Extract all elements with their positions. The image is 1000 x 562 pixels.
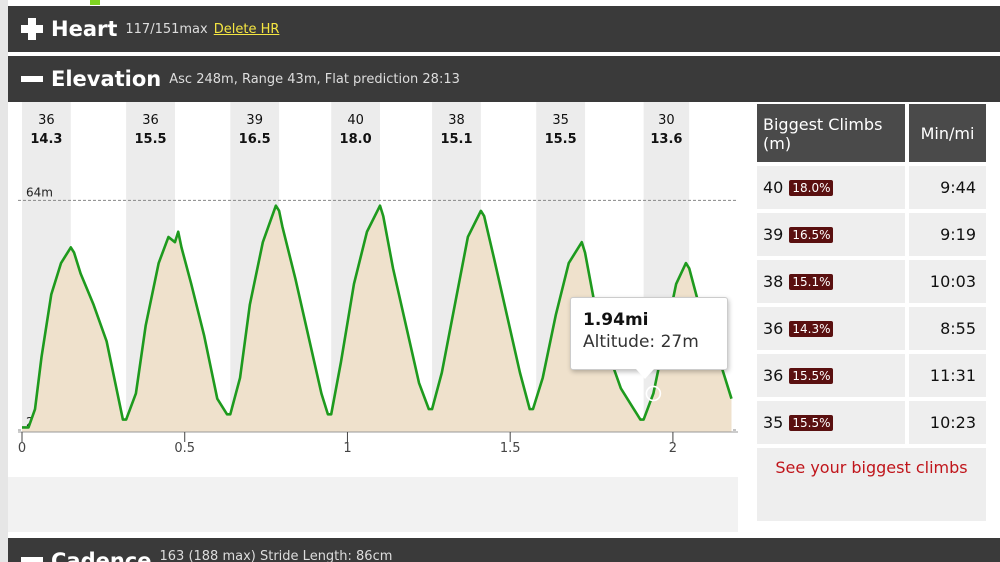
x-axis: 0 0.5 1 1.5 2 (18, 431, 738, 456)
delete-hr-link[interactable]: Delete HR (213, 21, 280, 37)
grade-badge: 16.5% (789, 226, 834, 243)
climb-pace: 9:44 (909, 166, 986, 209)
elevation-section-header[interactable]: Elevation Asc 248m, Range 43m, Flat pred… (8, 56, 1000, 102)
x-tick-label: 1.5 (500, 441, 521, 456)
climb-band-ascent: 36 (38, 113, 55, 128)
heart-summary: 117/151max (125, 21, 208, 37)
chart-tooltip: 1.94mi Altitude: 27m (570, 297, 728, 370)
table-row[interactable]: 35 15.5% 10:23 (757, 401, 986, 444)
table-row[interactable]: 39 16.5% 9:19 (757, 213, 986, 256)
climb-ascent-cell: 38 15.1% (757, 260, 905, 303)
climb-band-ascent: 40 (347, 113, 364, 128)
elevation-summary: Asc 248m, Range 43m, Flat prediction 28:… (169, 71, 460, 87)
heart-section-header[interactable]: Heart 117/151max Delete HR (8, 6, 1000, 52)
climb-pace: 8:55 (909, 307, 986, 350)
grade-badge: 18.0% (789, 179, 834, 196)
climb-band-grade: 15.1 (440, 132, 472, 147)
climb-ascent-cell: 36 14.3% (757, 307, 905, 350)
cadence-section-title: Cadence (51, 549, 152, 562)
climb-pace: 10:23 (909, 401, 986, 444)
grade-badge: 15.5% (789, 367, 834, 384)
climb-band-ascent: 35 (552, 113, 569, 128)
cadence-summary: 163 (188 max) Stride Length: 86cm (159, 549, 393, 562)
climb-ascent-cell: 36 15.5% (757, 354, 905, 397)
table-row[interactable]: 36 14.3% 8:55 (757, 307, 986, 350)
climb-band-ascent: 39 (246, 113, 263, 128)
reference-line-label: 64m (26, 185, 53, 199)
hover-point (645, 385, 662, 402)
elevation-fill (22, 205, 732, 432)
climb-band-grade: 15.5 (545, 132, 577, 147)
x-tick-label: 0.5 (174, 441, 195, 456)
climb-ascent: 36 (763, 366, 784, 385)
elevation-section-title: Elevation (51, 67, 162, 91)
accent-mark (90, 0, 100, 5)
header-min-per-mile[interactable]: Min/mi (909, 104, 986, 162)
climb-ascent: 36 (763, 319, 784, 338)
table-row[interactable]: 40 18.0% 9:44 (757, 166, 986, 209)
cadence-section-header[interactable]: Cadence 163 (188 max) Stride Length: 86c… (8, 538, 1000, 562)
climb-band-ascent: 38 (448, 113, 465, 128)
header-biggest-climbs[interactable]: Biggest Climbs (m) (757, 104, 905, 162)
climb-pace: 9:19 (909, 213, 986, 256)
grade-badge: 15.1% (789, 273, 834, 290)
tooltip-pointer (636, 369, 654, 379)
climb-ascent-cell: 35 15.5% (757, 401, 905, 444)
climb-band-grade: 18.0 (340, 132, 372, 147)
grade-badge: 15.5% (789, 414, 834, 431)
tooltip-distance: 1.94mi (583, 310, 649, 330)
heart-section-title: Heart (51, 17, 118, 41)
climb-band-grade: 15.5 (135, 132, 167, 147)
hover-marker (645, 385, 662, 402)
climb-ascent: 35 (763, 413, 784, 432)
climb-band-grade: 16.5 (239, 132, 271, 147)
table-row[interactable]: 38 15.1% 10:03 (757, 260, 986, 303)
grade-badge: 14.3% (789, 320, 834, 337)
climb-ascent: 39 (763, 225, 784, 244)
climbs-table-rows: 40 18.0% 9:44 39 16.5% 9:19 38 15.1% 10:03 36 14.3… (757, 166, 986, 444)
climb-pace: 10:03 (909, 260, 986, 303)
climb-band-ascent: 36 (142, 113, 159, 128)
x-tick-label: 2 (669, 441, 677, 456)
climb-band-grade: 13.6 (650, 132, 682, 147)
table-row[interactable]: 36 15.5% 11:31 (757, 354, 986, 397)
chart-footer-band (8, 477, 738, 532)
expand-plus-icon[interactable] (21, 18, 43, 40)
collapse-minus-icon[interactable] (21, 549, 43, 562)
climb-band-grade: 14.3 (30, 132, 62, 147)
x-tick-label: 1 (343, 441, 351, 456)
climb-ascent: 38 (763, 272, 784, 291)
see-biggest-climbs-link[interactable]: See your biggest climbs (757, 448, 986, 521)
collapse-minus-icon[interactable] (21, 68, 43, 90)
climb-pace: 11:31 (909, 354, 986, 397)
left-edge-strip (0, 0, 8, 562)
x-tick-label: 0 (18, 441, 26, 456)
climb-band-ascent: 30 (658, 113, 675, 128)
climb-ascent-cell: 39 16.5% (757, 213, 905, 256)
climb-ascent: 40 (763, 178, 784, 197)
table-header-row: Biggest Climbs (m) Min/mi (757, 104, 986, 162)
climb-ascent-cell: 40 18.0% (757, 166, 905, 209)
biggest-climbs-table: Biggest Climbs (m) Min/mi 40 18.0% 9:44 39 1… (757, 104, 986, 521)
tooltip-altitude: Altitude: 27m (583, 332, 699, 352)
